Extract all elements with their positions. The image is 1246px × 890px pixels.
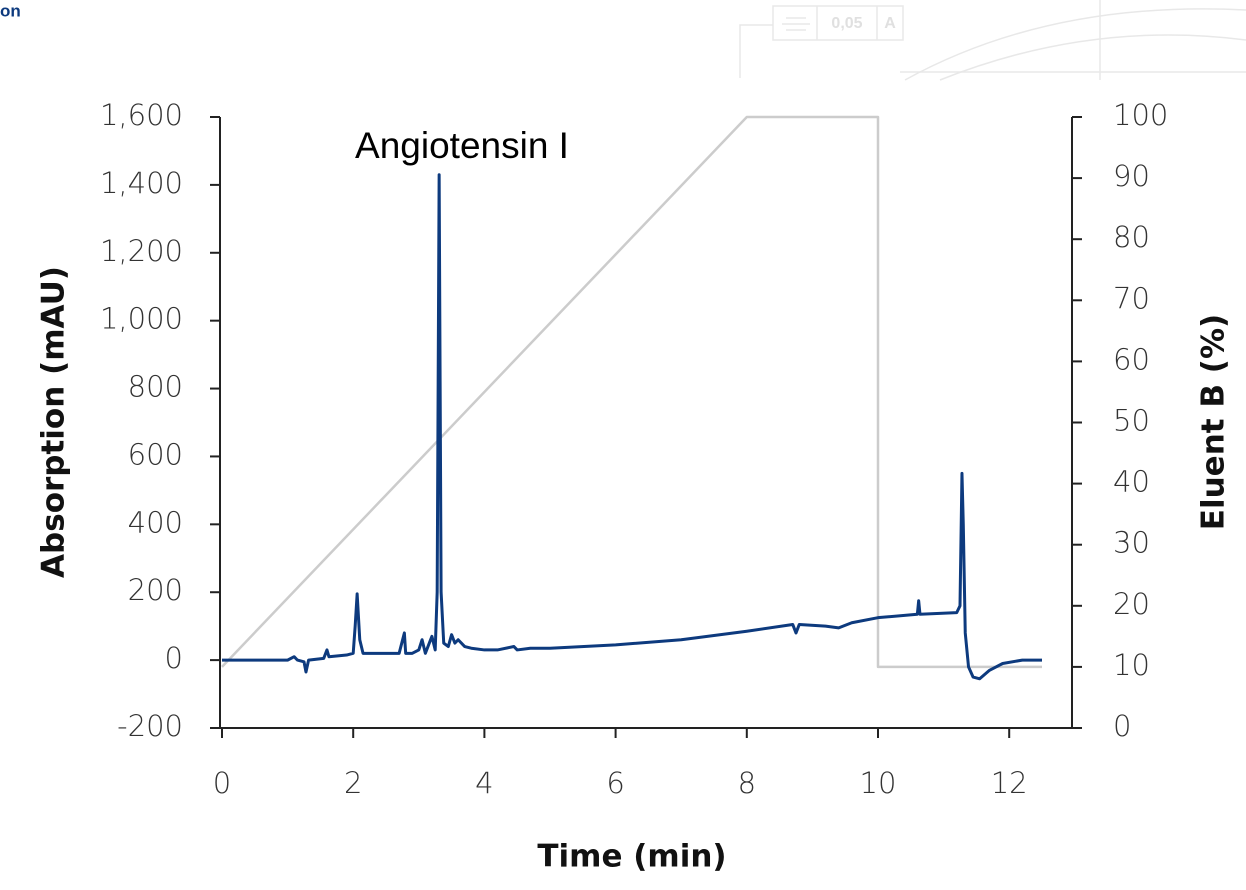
y2-tick-label: 10	[1113, 648, 1150, 682]
x-tick-label: 4	[475, 766, 493, 800]
y-tick-label: 200	[128, 573, 183, 607]
y-axis-title: Absorption (mAU)	[36, 266, 72, 578]
annotation: Angiotensin I	[355, 125, 569, 166]
corner-label: on	[0, 1, 21, 20]
x-tick-label: 6	[606, 766, 624, 800]
y2-tick-label: 20	[1113, 587, 1150, 621]
y2-tick-label: 90	[1113, 159, 1150, 193]
series-line	[222, 173, 1042, 681]
x-tick-label: 10	[860, 766, 897, 800]
x-tick-label: 8	[738, 766, 756, 800]
y2-tick-label: 0	[1113, 709, 1131, 743]
y-tick-label: 1,200	[100, 234, 183, 268]
y-tick-label: 800	[128, 370, 183, 404]
y-tick-label: 400	[128, 505, 183, 539]
x-tick-label: 0	[213, 766, 231, 800]
x-tick-label: 12	[991, 766, 1028, 800]
y2-tick-label: 100	[1113, 98, 1168, 132]
y2-axis-title: Eluent B (%)	[1196, 314, 1232, 530]
y2-tick-label: 70	[1113, 281, 1150, 315]
y2-tick-label: 40	[1113, 465, 1150, 499]
x-tick-label: 2	[344, 766, 362, 800]
y2-tick-label: 50	[1113, 404, 1150, 438]
y-tick-label: 1,600	[100, 98, 183, 132]
y-tick-label: 1,400	[100, 166, 183, 200]
y-tick-label: 600	[128, 437, 183, 471]
watermark-label: A	[884, 15, 896, 32]
y2-tick-label: 30	[1113, 526, 1150, 560]
y-tick-label: 1,000	[100, 302, 183, 336]
y-tick-label: 0	[165, 641, 183, 675]
y-tick-label: -200	[117, 709, 183, 743]
watermark-label: 0,05	[831, 15, 862, 32]
y2-tick-label: 80	[1113, 220, 1150, 254]
series-line	[221, 115, 1042, 669]
x-axis-title: Time (min)	[537, 839, 726, 875]
y2-tick-label: 60	[1113, 342, 1150, 376]
watermark	[739, 0, 1246, 81]
